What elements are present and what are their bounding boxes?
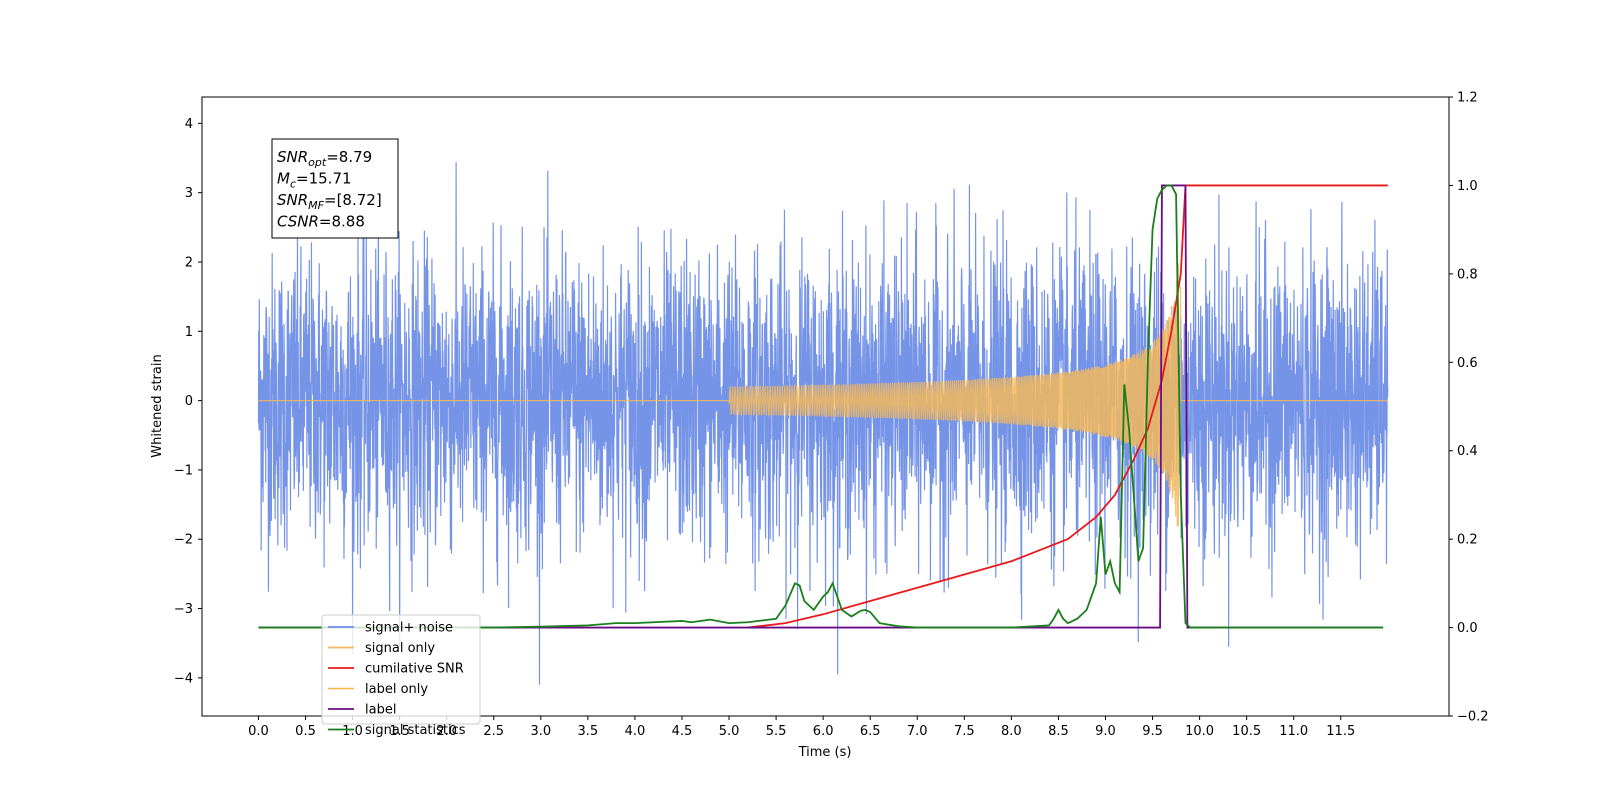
y-tick-label: 1 (185, 325, 193, 340)
y-tick-label: −4 (174, 671, 193, 686)
y2-tick-label: 0.0 (1457, 621, 1478, 636)
x-axis: 0.0 0.5 1.0 1.5 2.0 2.5 3.0 3.5 4.0 4.5 5.0 5.5 6.0 6… (248, 716, 1355, 739)
y2-tick-label: 0.8 (1457, 267, 1478, 282)
series-signal-noise-line (257, 162, 1389, 685)
x-tick-label: 11.0 (1279, 724, 1308, 739)
legend-entry: signal+ noise (365, 621, 453, 636)
y2-tick-label: 1.2 (1457, 91, 1478, 106)
x-tick-label: 11.5 (1326, 724, 1355, 739)
y-tick-label: 4 (185, 117, 193, 132)
y-axis: 4 3 2 1 0 −1 −2 −3 −4 (174, 117, 202, 686)
annotation-line: CSNR=8.88 (277, 213, 365, 231)
y2-tick-label: 1.0 (1457, 179, 1478, 194)
x-tick-label: 4.0 (625, 724, 646, 739)
y-tick-label: 2 (185, 255, 193, 270)
series-signal-statistics-line (258, 184, 1384, 629)
series-cumilative-snr-line (747, 184, 1388, 629)
x-tick-label: 8.5 (1048, 724, 1069, 739)
y2-axis: 1.2 1.0 0.8 0.6 0.4 0.2 0.0 −0.2 (1449, 91, 1489, 725)
x-tick-label: 1.5 (389, 724, 410, 739)
x-tick-label: 4.5 (672, 724, 693, 739)
annotation-line: Mc=15.71 (277, 170, 352, 191)
x-tick-label: 9.0 (1095, 724, 1116, 739)
x-tick-label: 9.5 (1142, 724, 1163, 739)
x-tick-label: 0.0 (248, 724, 269, 739)
series-layer (257, 162, 1389, 685)
x-tick-label: 3.0 (530, 724, 551, 739)
x-tick-label: 2.5 (483, 724, 504, 739)
x-tick-label: 5.5 (766, 724, 787, 739)
x-tick-label: 7.0 (907, 724, 928, 739)
annotation-line: SNRMF=[8.72] (277, 191, 382, 212)
legend-entry: cumilative SNR (365, 662, 464, 677)
plot-frame (201, 96, 1450, 717)
legend-entry: signal only (365, 641, 435, 656)
y2-tick-label: 0.6 (1457, 356, 1478, 371)
y-tick-label: 3 (185, 186, 193, 201)
x-tick-label: 0.5 (295, 724, 316, 739)
y-tick-label: −3 (174, 602, 193, 617)
x-tick-label: 2.0 (436, 724, 457, 739)
x-tick-label: 6.0 (813, 724, 834, 739)
x-tick-label: 1.0 (342, 724, 363, 739)
legend-entry: signal statistics (365, 723, 466, 738)
x-tick-label: 6.5 (860, 724, 881, 739)
series-signal-only-line (258, 263, 1388, 527)
y-tick-label: −2 (174, 533, 193, 548)
legend-frame (321, 614, 481, 725)
x-axis-label: Time (s) (798, 745, 852, 760)
x-tick-label: 7.5 (954, 724, 975, 739)
x-tick-label: 10.5 (1232, 724, 1261, 739)
x-tick-label: 10.0 (1185, 724, 1214, 739)
y-axis-label: Whitened strain (150, 354, 165, 457)
y2-tick-label: 0.2 (1457, 533, 1478, 548)
annotation-frame (271, 138, 399, 239)
x-tick-label: 3.5 (578, 724, 599, 739)
legend-entry: label (365, 703, 396, 718)
y-tick-label: −1 (174, 463, 193, 478)
legend-entry: label only (365, 682, 428, 697)
x-tick-label: 5.0 (719, 724, 740, 739)
y2-tick-label: −0.2 (1457, 710, 1489, 725)
y-tick-label: 0 (185, 394, 193, 409)
annotation-line: SNRopt=8.79 (277, 148, 372, 169)
legend: signal+ noise signal only cumilative SNR la… (321, 614, 481, 738)
x-tick-label: 8.0 (1001, 724, 1022, 739)
y2-tick-label: 0.4 (1457, 444, 1478, 459)
